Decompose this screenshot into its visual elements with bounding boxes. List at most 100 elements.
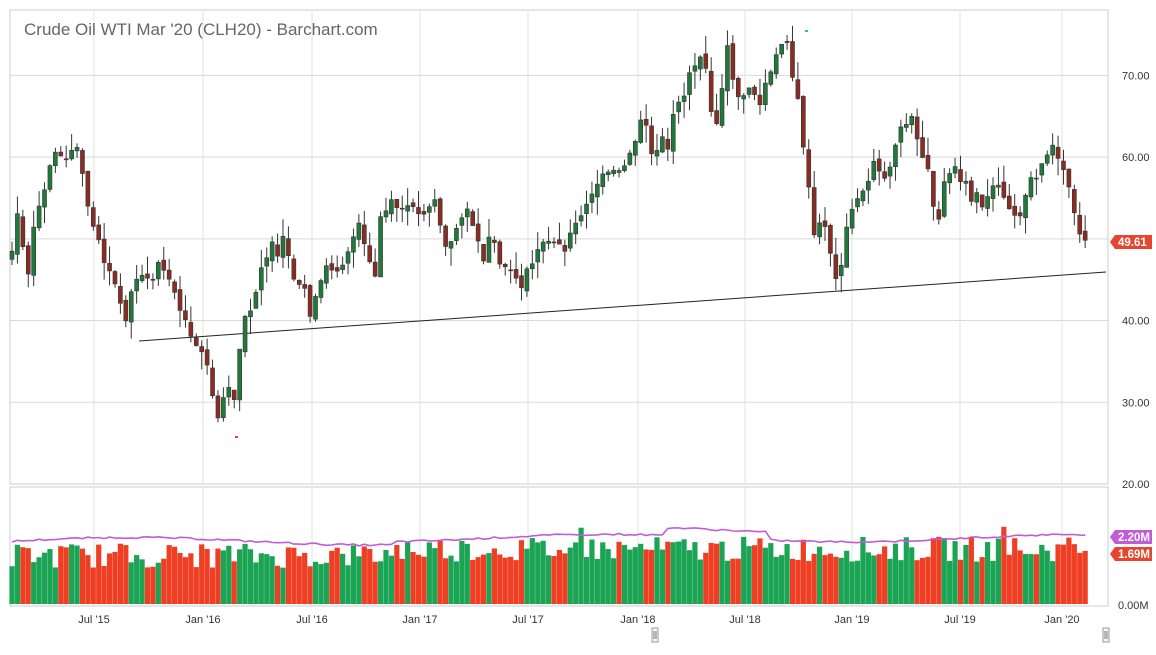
volume-bar: [177, 553, 183, 604]
candle-body: [632, 141, 638, 156]
volume-bar: [350, 545, 357, 604]
candle-body: [58, 151, 64, 157]
volume-bar: [692, 542, 698, 604]
candle-body: [405, 205, 410, 212]
volume-bar: [253, 562, 259, 604]
volume-bar: [437, 540, 443, 604]
volume-bar: [1055, 544, 1061, 604]
candle-body: [567, 232, 573, 249]
volume-bar: [285, 547, 292, 604]
candle-body: [903, 124, 909, 128]
candle-body: [833, 254, 839, 279]
volume-bar: [58, 546, 64, 604]
volume-bar: [1028, 554, 1034, 604]
volume-bar: [659, 549, 665, 604]
volume-bar: [882, 546, 888, 604]
range-end-handle[interactable]: [1102, 627, 1110, 643]
candle-body: [741, 95, 747, 100]
volume-bar: [589, 539, 595, 604]
candle-body: [492, 239, 497, 243]
candle-body: [746, 87, 752, 95]
candle-body: [811, 187, 817, 236]
volume-bar: [459, 540, 465, 604]
candle-body: [958, 169, 963, 182]
candle-body: [372, 261, 378, 277]
candle-body: [183, 310, 188, 320]
candle-body: [296, 280, 302, 285]
candle-body: [356, 222, 362, 240]
candle-body: [1017, 212, 1023, 217]
candle-body: [237, 348, 242, 401]
volume-bar: [648, 549, 655, 604]
candle-body: [231, 389, 237, 400]
candle-body: [508, 269, 513, 272]
volume-bar: [90, 567, 96, 604]
candle-body: [188, 322, 194, 337]
last-volume-badge-text: 1.69M: [1118, 549, 1150, 561]
candle-body: [616, 170, 622, 173]
volume-bar: [1012, 538, 1018, 604]
range-start-handle[interactable]: [651, 627, 659, 643]
volume-bar: [1060, 544, 1067, 604]
last-price-badge-shape: [1110, 235, 1152, 250]
price-tick-label: 70.00: [1122, 70, 1150, 82]
volume-bar: [665, 541, 671, 604]
candle-body: [47, 165, 53, 190]
volume-bar: [52, 567, 58, 604]
volume-bar: [204, 548, 210, 604]
candle-body: [475, 223, 481, 242]
candle-body: [351, 236, 356, 253]
candle-body: [719, 88, 725, 126]
volume-bar: [117, 543, 123, 604]
candle-body: [470, 211, 476, 226]
volume-bar: [892, 543, 899, 604]
low-marker: [235, 436, 238, 438]
candle-body: [502, 263, 508, 268]
candle-body: [866, 180, 871, 191]
candle-body: [432, 199, 438, 207]
candle-body: [670, 114, 676, 152]
volume-bar: [995, 538, 1002, 604]
candle-body: [1001, 181, 1007, 198]
volume-tick-label: 0.00M: [1118, 600, 1149, 612]
candle-body: [996, 184, 1001, 188]
volume-bar: [1022, 553, 1029, 604]
candle-body: [36, 205, 42, 229]
volume-bar: [486, 553, 492, 604]
candle-body: [914, 116, 920, 140]
volume-bar: [291, 547, 297, 604]
volume-bar: [237, 549, 243, 604]
volume-bar: [811, 553, 817, 604]
candle-body: [622, 165, 627, 171]
candle-body: [638, 119, 644, 143]
candle-body: [578, 215, 584, 222]
candle-body: [773, 54, 779, 75]
candle-body: [63, 158, 69, 161]
volume-bar: [134, 555, 140, 604]
candle-body: [882, 171, 887, 179]
candle-body: [210, 367, 215, 397]
volume-bar: [25, 548, 31, 604]
candle-body: [172, 281, 177, 293]
candle-body: [530, 263, 535, 270]
volume-bar: [96, 544, 102, 604]
candle-body: [448, 241, 454, 249]
candle-body: [226, 387, 232, 398]
volume-bar: [448, 555, 454, 604]
volume-bar: [74, 545, 80, 604]
volume-bar: [638, 543, 644, 604]
volume-bar: [470, 559, 476, 604]
candle-body: [784, 41, 790, 43]
volume-bar: [329, 550, 335, 604]
volume-bar: [621, 544, 628, 604]
candle-body: [828, 225, 833, 254]
volume-bar: [724, 560, 731, 604]
volume-bar: [101, 566, 107, 604]
volume-bar: [41, 552, 48, 604]
candle-body: [259, 267, 264, 291]
candle-body: [1066, 168, 1072, 188]
volume-bar: [616, 541, 622, 604]
candle-body: [1061, 160, 1066, 170]
candle-body: [74, 147, 80, 152]
volume-bar: [356, 556, 362, 604]
